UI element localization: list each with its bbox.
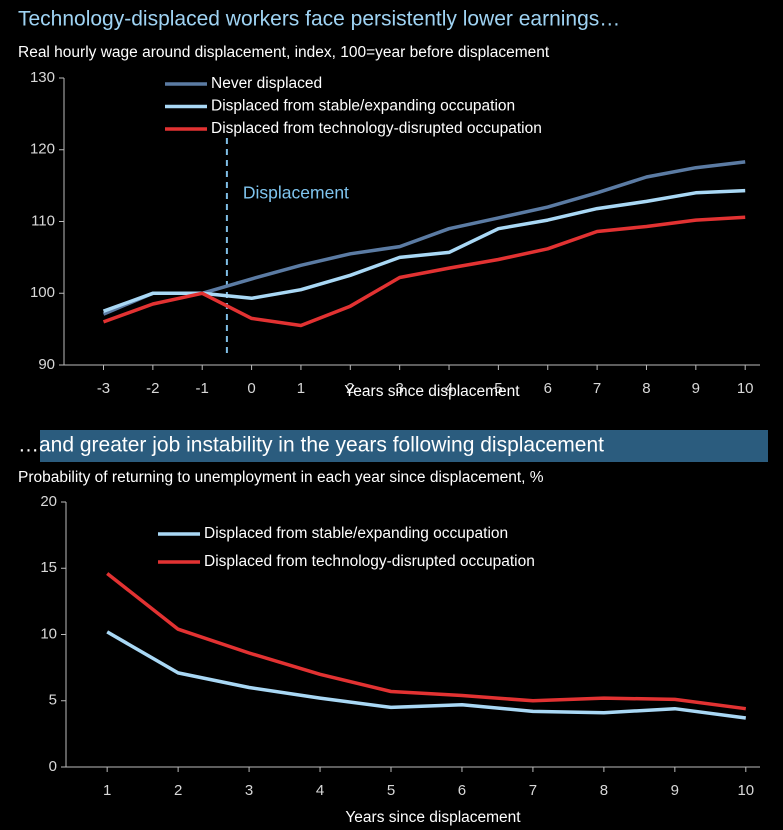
x-tick-label: 8	[600, 782, 608, 799]
x-tick-label: -3	[97, 380, 110, 397]
series-line	[102, 188, 746, 313]
y-tick-label: 130	[30, 69, 55, 86]
x-tick-label: 1	[103, 782, 111, 799]
x-tick-label: 10	[737, 782, 754, 799]
title-highlight	[40, 430, 768, 462]
series-line	[102, 215, 746, 328]
x-tick-label: 9	[671, 782, 679, 799]
x-tick-label: 6	[544, 380, 552, 397]
x-tick-label: 10	[737, 380, 754, 397]
x-tick-label: 6	[458, 782, 466, 799]
x-tick-label: 3	[395, 380, 403, 397]
x-tick-label: 9	[692, 380, 700, 397]
x-tick-label: 0	[247, 380, 255, 397]
x-tick-label: 1	[297, 380, 305, 397]
x-tick-label: 8	[642, 380, 650, 397]
legend-label: Never displaced	[211, 75, 322, 92]
x-tick-label: 3	[245, 782, 253, 799]
y-tick-label: 0	[49, 758, 57, 775]
annotation: Displacement	[243, 183, 349, 203]
chart-title: Technology-displaced workers face persis…	[18, 8, 620, 31]
x-tick-label: 5	[387, 782, 395, 799]
x-tick-label: -1	[196, 380, 209, 397]
x-tick-label: 2	[346, 380, 354, 397]
legend-label: Displaced from stable/expanding occupati…	[211, 98, 515, 115]
x-axis-label: Years since displacement	[344, 383, 520, 400]
series-line	[102, 160, 746, 316]
x-tick-label: 2	[174, 782, 182, 799]
y-tick-label: 5	[49, 692, 57, 709]
y-tick-label: 100	[30, 284, 55, 301]
x-tick-label: 4	[316, 782, 324, 799]
y-tick-label: 120	[30, 141, 55, 158]
y-tick-label: 90	[38, 356, 55, 373]
chart-subtitle: Real hourly wage around displacement, in…	[18, 44, 550, 61]
chart-subtitle: Probability of returning to unemployment…	[18, 469, 544, 486]
x-tick-label: 7	[529, 782, 537, 799]
legend-label: Displaced from technology-disrupted occu…	[211, 120, 542, 137]
legend-label: Displaced from stable/expanding occupati…	[204, 525, 508, 542]
x-tick-label: 5	[494, 380, 502, 397]
y-tick-label: 110	[31, 212, 55, 229]
x-tick-label: -2	[146, 380, 159, 397]
y-tick-label: 15	[40, 559, 57, 576]
x-axis-label: Years since displacement	[345, 809, 521, 826]
legend-label: Displaced from technology-disrupted occu…	[204, 553, 535, 570]
y-tick-label: 20	[40, 493, 57, 510]
x-tick-label: 7	[593, 380, 601, 397]
y-tick-label: 10	[40, 625, 57, 642]
series-line	[106, 630, 747, 720]
x-tick-label: 4	[445, 380, 453, 397]
chart-title: …and greater job instability in the year…	[18, 434, 604, 457]
series-line	[106, 572, 747, 711]
